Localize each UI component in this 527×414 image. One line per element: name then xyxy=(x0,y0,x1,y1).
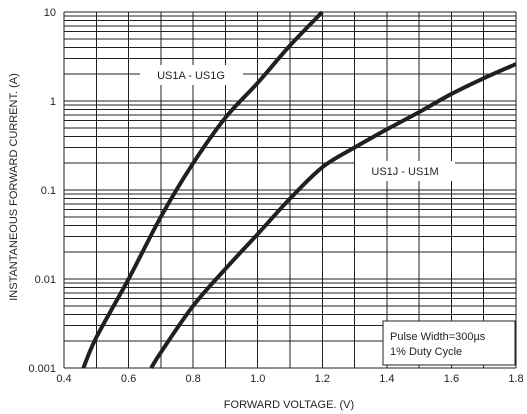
series-curve-us1a-us1g xyxy=(81,10,324,369)
series-label-us1j-us1m-background xyxy=(355,161,455,181)
pulse-width-note: Pulse Width=300µs 1% Duty Cycle xyxy=(382,320,516,366)
pulse-width-note-line-2: 1% Duty Cycle xyxy=(390,346,462,358)
x-tick-label: 1.4 xyxy=(379,373,394,385)
pulse-width-note-box xyxy=(382,320,516,366)
y-axis-label: INSTANTANEOUS FORWARD CURRENT. (A) xyxy=(8,73,20,301)
x-tick-label: 1.0 xyxy=(250,373,265,385)
pulse-width-note-line-1: Pulse Width=300µs xyxy=(390,331,486,343)
y-tick-label: 10 xyxy=(44,7,56,19)
x-tick-label: 0.8 xyxy=(185,373,200,385)
y-tick-label: 0.001 xyxy=(28,363,56,375)
x-tick-label: 0.6 xyxy=(121,373,136,385)
y-tick-label: 0.01 xyxy=(35,274,56,286)
series-curve-us1j-us1m xyxy=(149,62,517,370)
x-tick-label: 1.8 xyxy=(508,373,523,385)
x-tick-label: 0.4 xyxy=(56,373,71,385)
x-axis-label: FORWARD VOLTAGE. (V) xyxy=(224,399,354,411)
series-label-us1j-us1m: US1J - US1M xyxy=(355,161,455,181)
x-tick-label: 1.6 xyxy=(444,373,459,385)
series-curves xyxy=(81,10,517,370)
grid-lines xyxy=(63,11,517,369)
series-label-us1a-us1g-text: US1A - US1G xyxy=(157,70,225,82)
tick-labels: 0.4 0.6 0.8 1.0 1.2 1.4 1.6 1.8 0.001 0.01 0.1 1 10 xyxy=(28,7,523,385)
series-label-us1a-us1g-background xyxy=(140,65,243,85)
series-label-us1j-us1m-text: US1J - US1M xyxy=(371,166,438,178)
y-tick-label: 0.1 xyxy=(41,185,56,197)
x-tick-label: 1.2 xyxy=(315,373,330,385)
series-label-us1a-us1g: US1A - US1G xyxy=(140,65,243,85)
y-tick-label: 1 xyxy=(50,96,56,108)
